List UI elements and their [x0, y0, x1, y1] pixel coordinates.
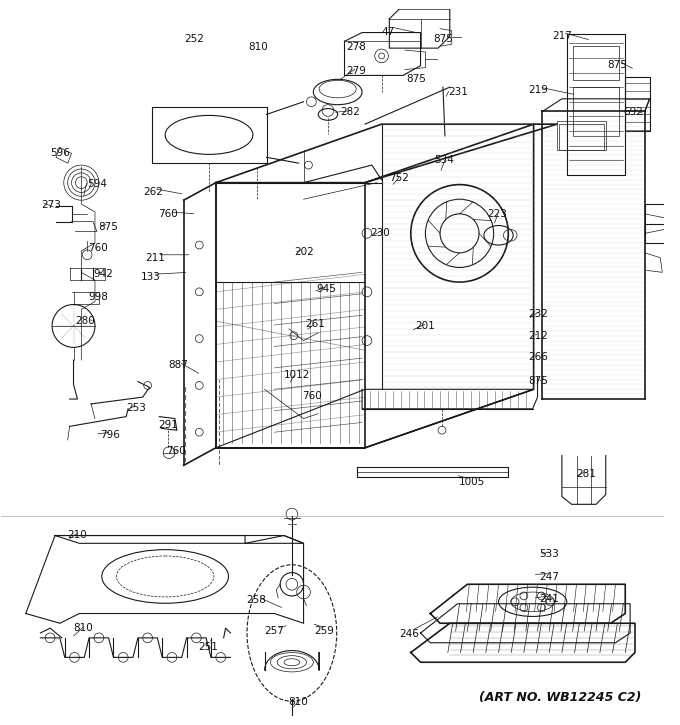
Text: 231: 231 — [448, 87, 468, 97]
Text: 279: 279 — [346, 66, 367, 75]
Text: 760: 760 — [166, 446, 186, 456]
Text: 241: 241 — [539, 594, 560, 604]
Text: 211: 211 — [146, 253, 165, 263]
Text: 760: 760 — [158, 209, 178, 219]
Text: 210: 210 — [68, 530, 88, 539]
Text: 259: 259 — [314, 626, 334, 636]
Text: 212: 212 — [528, 331, 547, 341]
Text: 230: 230 — [370, 228, 390, 239]
Bar — [557, 121, 606, 151]
Text: 258: 258 — [246, 595, 266, 605]
Text: 945: 945 — [316, 284, 336, 294]
Text: 1005: 1005 — [458, 477, 485, 487]
Text: 810: 810 — [73, 624, 93, 633]
Text: 752: 752 — [390, 173, 409, 183]
Text: 253: 253 — [126, 403, 146, 413]
Text: 875: 875 — [433, 33, 453, 44]
Text: 47: 47 — [381, 27, 395, 37]
Text: 596: 596 — [50, 148, 70, 157]
Text: 232: 232 — [528, 310, 547, 320]
Text: 262: 262 — [143, 186, 164, 196]
Text: 594: 594 — [87, 179, 107, 188]
Text: 998: 998 — [88, 292, 108, 302]
Text: 223: 223 — [487, 209, 507, 219]
Bar — [625, 78, 649, 131]
Text: 1012: 1012 — [284, 370, 311, 380]
Text: 281: 281 — [577, 469, 596, 479]
Text: 247: 247 — [539, 571, 560, 581]
Text: 760: 760 — [88, 243, 108, 253]
Bar — [645, 204, 666, 243]
Text: 533: 533 — [539, 549, 560, 559]
Bar — [559, 124, 604, 149]
Text: 280: 280 — [75, 316, 95, 326]
Text: 534: 534 — [435, 155, 454, 165]
Text: 257: 257 — [265, 626, 284, 636]
Text: 219: 219 — [528, 85, 547, 95]
Text: 217: 217 — [552, 30, 572, 41]
Text: 942: 942 — [93, 270, 113, 279]
Text: 875: 875 — [98, 222, 118, 232]
Text: 266: 266 — [528, 352, 547, 362]
Text: 760: 760 — [302, 392, 322, 401]
Bar — [573, 87, 619, 136]
Text: 282: 282 — [341, 107, 360, 117]
Text: 202: 202 — [294, 247, 313, 257]
Text: 810: 810 — [288, 697, 308, 708]
Text: 692: 692 — [624, 107, 643, 117]
Text: 810: 810 — [248, 42, 268, 52]
Text: 875: 875 — [406, 75, 426, 84]
Text: (ART NO. WB12245 C2): (ART NO. WB12245 C2) — [479, 692, 641, 705]
Text: 796: 796 — [100, 430, 120, 440]
Text: 251: 251 — [199, 642, 218, 652]
Text: 246: 246 — [399, 629, 419, 639]
Text: 261: 261 — [305, 319, 326, 329]
Text: 887: 887 — [168, 360, 188, 370]
Text: 291: 291 — [158, 420, 178, 431]
Text: 875: 875 — [528, 376, 547, 386]
Bar — [573, 46, 619, 80]
Text: 133: 133 — [141, 273, 160, 282]
Text: 273: 273 — [41, 200, 61, 210]
Text: 278: 278 — [346, 42, 367, 52]
Text: 201: 201 — [415, 321, 435, 331]
Text: 252: 252 — [185, 35, 205, 44]
Text: 875: 875 — [608, 60, 628, 70]
